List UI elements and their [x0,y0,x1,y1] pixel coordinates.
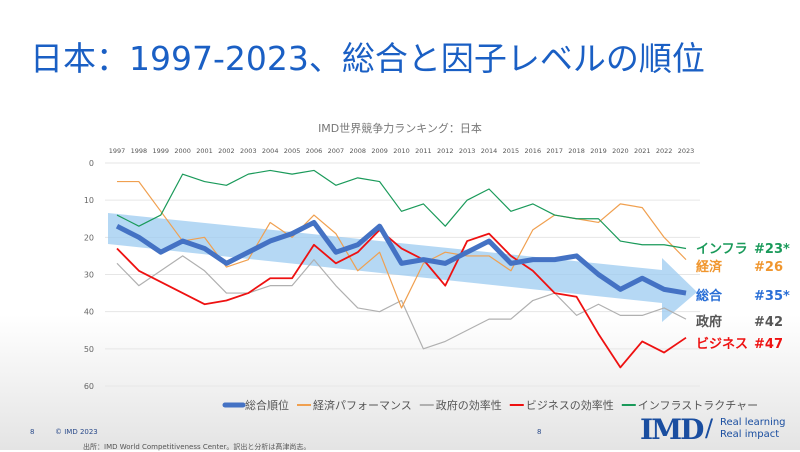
x-tick-label: 2013 [459,147,476,155]
legend-label: 経済パフォーマンス [313,398,412,412]
x-tick-label: 2000 [174,147,191,155]
y-tick-label: 0 [89,159,94,168]
x-tick-label: 2004 [262,147,279,155]
rank-label: 政府#42 [696,311,783,330]
x-tick-label: 2023 [678,147,695,155]
rank-label: 経済#26 [696,256,783,275]
x-tick-label: 1998 [131,147,148,155]
x-tick-label: 2022 [656,147,673,155]
legend-label: インフラストラクチャー [638,399,758,412]
x-tick-label: 2010 [393,147,410,155]
x-tick-label: 2009 [371,147,388,155]
rank-label: インフラ#23* [696,238,790,257]
x-tick-label: 2018 [568,147,585,155]
tagline-2: Real impact [720,429,786,441]
x-tick-label: 2017 [546,147,563,155]
x-tick-label: 2008 [349,147,366,155]
legend-label: 総合順位 [245,398,289,412]
x-tick-label: 1999 [152,147,169,155]
x-tick-label: 2002 [218,147,235,155]
page-number-center: 8 [537,428,541,436]
x-tick-label: 2015 [503,147,520,155]
rank-label-name: 経済 [696,256,754,275]
x-tick-label: 2014 [481,147,498,155]
source-note: 出所：IMD World Competitiveness Center。訳出と分… [83,442,310,452]
x-tick-label: 2011 [415,147,432,155]
legend-label: 政府の効率性 [436,398,502,412]
rank-label-value: #26 [754,260,783,275]
x-tick-label: 2021 [634,147,651,155]
rank-label-name: ビジネス [696,333,754,352]
x-tick-label: 1997 [109,147,126,155]
rank-label-name: 政府 [696,311,754,330]
y-tick-label: 20 [84,233,94,242]
x-tick-label: 2016 [525,147,542,155]
x-tick-label: 2019 [590,147,607,155]
x-tick-label: 2006 [306,147,323,155]
x-tick-label: 2005 [284,147,301,155]
legend-label: ビジネスの効率性 [526,398,614,412]
x-tick-label: 2007 [328,147,345,155]
rank-label-value: #47 [754,337,783,352]
rank-label-value: #23* [754,242,790,257]
chart-title: IMD世界競争力ランキング：日本 [318,121,482,135]
y-tick-label: 50 [84,345,94,354]
logo-slash: / [705,414,713,442]
rank-label: 総合#35* [696,285,790,304]
page-number: 8 [30,428,34,436]
x-tick-label: 2012 [437,147,454,155]
x-tick-label: 2003 [240,147,257,155]
x-tick-label: 2020 [612,147,629,155]
y-tick-label: 10 [84,196,94,205]
rank-label: ビジネス#47 [696,333,783,352]
y-tick-label: 40 [84,308,94,317]
rank-label-value: #42 [754,315,783,330]
imd-logo: IMD [640,413,702,446]
y-tick-label: 30 [84,271,94,280]
tagline-1: Real learning [720,417,786,429]
rank-label-name: 総合 [696,285,754,304]
y-tick-label: 60 [84,382,94,391]
copyright: © IMD 2023 [55,428,98,436]
rank-label-value: #35* [754,289,790,304]
rank-label-name: インフラ [696,238,754,257]
x-tick-label: 2001 [196,147,213,155]
